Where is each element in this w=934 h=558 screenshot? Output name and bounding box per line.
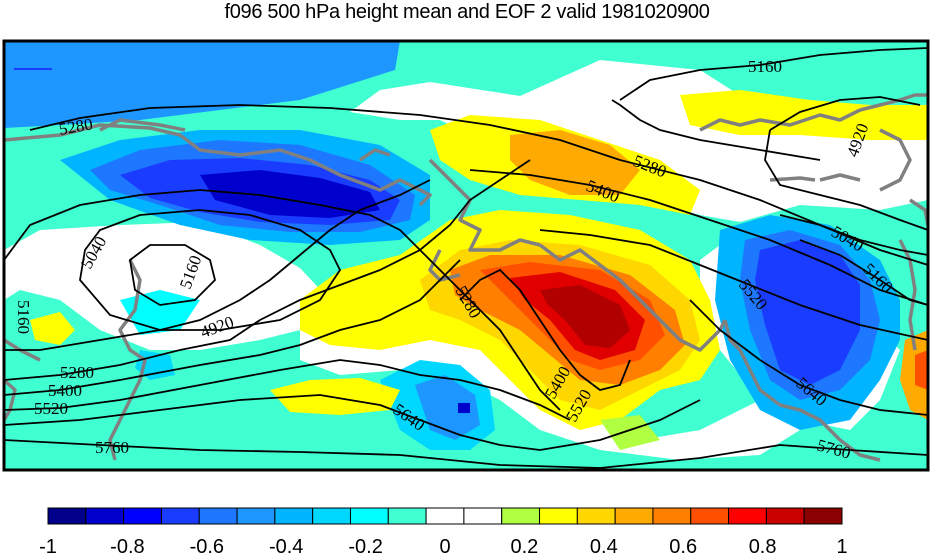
plot-frame [2,39,930,472]
yellow-southwest [270,378,400,415]
colorbar-tick-label: 1 [836,536,847,558]
colorbar-cell [501,507,541,525]
contour-5640-east [689,299,928,416]
colorbar-cell [387,507,427,525]
contour-5520 [539,229,928,341]
colorbar-cell [160,507,200,525]
colorbar-cell [576,507,616,525]
colorbar-cell [198,507,238,525]
colorbar-tick-label: 0 [439,536,450,558]
colorbar-tick-label: 0.2 [510,536,538,558]
colorbar-cell [47,507,87,525]
colorbar-tick-label: 0.6 [669,536,697,558]
contour-5760-south [4,439,928,469]
colorbar-cell [728,507,767,525]
colorbar-cell [652,507,692,525]
colorbar-tick-label: 0.4 [590,536,618,558]
colorbar-cell [349,507,389,525]
colorbar-cell [236,507,276,525]
contour-5400-south [4,259,461,396]
contour-5280-north [29,104,928,266]
contour-label: 5760 [95,438,129,457]
colorbar-tick-label: -1 [39,536,57,558]
colorbar-cells [47,507,843,525]
colorbar-cell [614,507,654,525]
yellow-northeast [680,90,928,140]
deepest-blue-arctic [200,170,380,218]
contour-5040-west [4,189,561,411]
red-east-edge [915,350,928,390]
dark-red-central [540,285,630,348]
contour-5040-east [779,214,928,256]
colorbar-cell [463,507,503,525]
white-band-north [350,60,928,222]
colorbar-tick-label: -0.6 [190,536,224,558]
light-green-south [600,415,660,450]
white-band-west [4,222,330,350]
contour-5280-south [4,159,531,381]
colorbar-tick-label: -0.4 [269,536,303,558]
contour-label: 5520 [34,399,68,418]
yellow-west-spot [30,312,75,345]
coastlines [4,93,928,462]
colorbar-cell [690,507,730,525]
deep-blue-east [755,240,860,385]
contour-5160-north [619,47,928,101]
colorbar-cell [765,507,805,525]
contour-5160-east [799,239,928,306]
contour-5040-loop [79,209,342,331]
colorbar-tick-label: -0.2 [348,536,382,558]
map-title: f096 500 hPa height mean and EOF 2 valid… [224,1,710,23]
contour-4920-east [769,96,921,131]
orange-east-edge [900,330,928,420]
contour-label: 5160 [14,300,33,334]
orange-north [510,130,640,195]
contour-4920-loop [129,244,216,306]
colorbar-cell [425,507,465,525]
dark-blue-spot [458,403,470,413]
contour-label: 5280 [60,363,94,382]
contour-5280-central [459,268,631,391]
light-blue-northwest [4,41,400,128]
contour-label: 5400 [48,381,82,400]
contour-5400 [469,169,928,306]
light-blue-midwest-small [135,350,175,380]
height-contours [4,47,928,469]
contour-label: 5160 [748,57,782,76]
colorbar-cell [274,507,314,525]
contour-5640-south [4,394,701,451]
colorbar: -1 -0.8 -0.6 -0.4 -0.2 0 0.2 0.4 0.6 0.8 1 [39,507,848,558]
colorbar-cell [803,507,843,525]
contour-5520-south [4,359,571,421]
colorbar-cell [85,507,125,525]
colorbar-tick-label: 0.8 [749,536,777,558]
colorbar-cell [123,507,162,525]
colorbar-tick-label: -0.8 [110,536,144,558]
contour-5160-west [4,179,431,351]
colorbar-tick-labels: -1 -0.8 -0.6 -0.4 -0.2 0 0.2 0.4 0.6 0.8 1 [39,536,847,558]
colorbar-cell [539,507,578,525]
colorbar-cell [312,507,351,525]
